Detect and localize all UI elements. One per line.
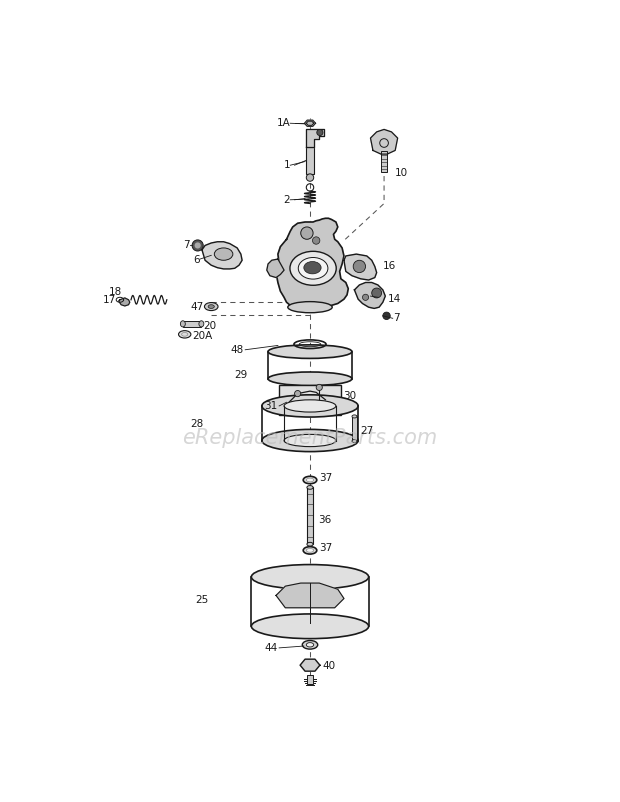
Circle shape: [195, 242, 201, 249]
Ellipse shape: [251, 614, 369, 638]
Bar: [306, 147, 314, 175]
Ellipse shape: [303, 641, 317, 649]
Text: 10: 10: [395, 168, 409, 177]
Bar: [279, 385, 341, 415]
Ellipse shape: [306, 478, 314, 482]
Ellipse shape: [306, 642, 314, 647]
Ellipse shape: [179, 330, 191, 338]
Ellipse shape: [199, 321, 204, 327]
Ellipse shape: [307, 485, 313, 489]
Text: 28: 28: [190, 419, 204, 429]
Ellipse shape: [180, 321, 185, 327]
Text: 37: 37: [319, 543, 332, 553]
Text: 16: 16: [383, 261, 396, 271]
Circle shape: [372, 288, 381, 298]
Polygon shape: [276, 218, 348, 310]
Text: 1: 1: [283, 160, 290, 170]
Polygon shape: [304, 120, 316, 127]
Text: 6: 6: [193, 255, 200, 265]
Ellipse shape: [208, 305, 215, 309]
Polygon shape: [300, 659, 320, 671]
Text: 25: 25: [195, 595, 208, 605]
Polygon shape: [306, 129, 324, 147]
Ellipse shape: [268, 372, 352, 386]
Ellipse shape: [307, 542, 313, 546]
Text: 47: 47: [190, 302, 204, 311]
Text: 30: 30: [343, 391, 356, 401]
Ellipse shape: [284, 435, 336, 447]
Text: 40: 40: [322, 662, 335, 671]
Bar: [307, 675, 313, 683]
Text: eReplacementParts.com: eReplacementParts.com: [182, 428, 438, 448]
Text: 20: 20: [203, 321, 216, 330]
Polygon shape: [371, 129, 397, 154]
Bar: [307, 488, 313, 545]
Ellipse shape: [262, 395, 358, 417]
Ellipse shape: [303, 547, 317, 554]
Text: 14: 14: [388, 294, 401, 304]
Polygon shape: [118, 298, 130, 306]
Circle shape: [363, 294, 369, 301]
Ellipse shape: [288, 302, 332, 313]
Text: 18: 18: [109, 287, 122, 298]
Text: 44: 44: [265, 643, 278, 653]
Circle shape: [383, 312, 390, 319]
Ellipse shape: [290, 251, 336, 286]
Polygon shape: [306, 121, 314, 125]
Text: 29: 29: [234, 370, 247, 380]
Ellipse shape: [306, 549, 314, 553]
Ellipse shape: [284, 400, 336, 412]
Circle shape: [294, 391, 301, 397]
Text: 17: 17: [103, 295, 116, 305]
Ellipse shape: [352, 439, 357, 443]
Polygon shape: [202, 241, 242, 269]
Text: 36: 36: [318, 515, 331, 525]
Polygon shape: [276, 583, 344, 608]
Ellipse shape: [304, 261, 321, 273]
Text: 7: 7: [183, 240, 190, 250]
Text: 1A: 1A: [277, 118, 290, 128]
Ellipse shape: [352, 415, 357, 418]
Circle shape: [301, 227, 313, 239]
Ellipse shape: [268, 345, 352, 358]
Text: 48: 48: [230, 345, 243, 354]
Polygon shape: [355, 282, 385, 309]
Circle shape: [316, 384, 322, 391]
Text: 20A: 20A: [193, 331, 213, 341]
Polygon shape: [344, 254, 377, 280]
Ellipse shape: [262, 429, 358, 452]
Ellipse shape: [298, 257, 328, 279]
Text: 27: 27: [361, 426, 374, 435]
Bar: [352, 416, 357, 441]
Circle shape: [306, 174, 314, 181]
Bar: [381, 151, 387, 172]
Circle shape: [192, 240, 203, 251]
Text: 37: 37: [319, 472, 332, 483]
Circle shape: [353, 261, 366, 273]
Text: 2: 2: [283, 195, 290, 205]
Ellipse shape: [303, 476, 317, 484]
Circle shape: [312, 237, 320, 245]
Text: 31: 31: [265, 401, 278, 411]
Text: 7: 7: [392, 314, 399, 323]
Ellipse shape: [205, 302, 218, 310]
Circle shape: [317, 129, 323, 136]
Ellipse shape: [251, 565, 369, 589]
Polygon shape: [267, 259, 284, 277]
Bar: [183, 321, 202, 327]
Ellipse shape: [215, 248, 233, 261]
